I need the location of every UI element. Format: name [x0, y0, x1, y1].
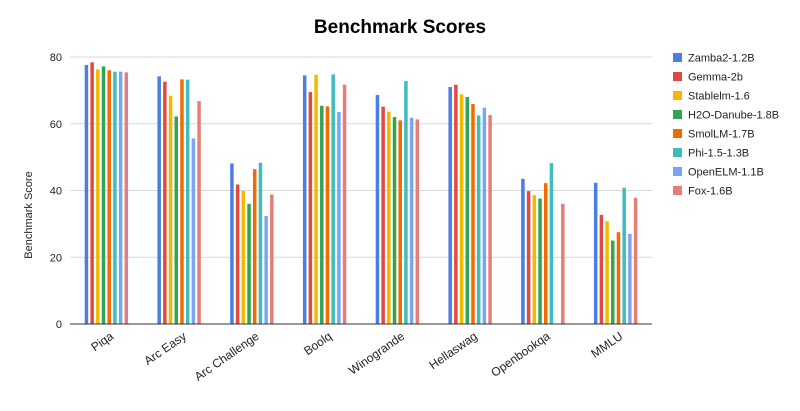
- bar: [611, 240, 615, 324]
- bar: [404, 81, 408, 324]
- legend-label: Zamba2-1.2B: [688, 53, 755, 65]
- bar: [526, 191, 531, 324]
- bar: [488, 115, 492, 324]
- bar: [465, 97, 470, 324]
- legend-label: SmolLM-1.7B: [688, 129, 755, 141]
- bar: [90, 62, 94, 325]
- bar: [628, 233, 632, 324]
- y-tick-label: 20: [50, 252, 62, 264]
- legend-swatch: [673, 72, 682, 81]
- bar: [633, 197, 638, 324]
- bar: [482, 107, 487, 324]
- bar: [191, 138, 196, 324]
- bar: [230, 163, 234, 324]
- legend-label: Gemma-2b: [688, 72, 743, 84]
- legend-swatch: [673, 148, 682, 157]
- bar: [561, 203, 565, 324]
- bar: [342, 84, 347, 324]
- x-tick-label: Openbookqa: [488, 329, 553, 380]
- bar: [101, 66, 106, 324]
- chart-title: Benchmark Scores: [314, 17, 486, 38]
- legend-label: Phi-1.5-1.3B: [688, 148, 749, 160]
- legend-swatch: [673, 91, 682, 100]
- bar: [308, 92, 313, 324]
- legend-label: Fox-1.6B: [688, 186, 733, 198]
- bar: [381, 106, 385, 324]
- bar: [605, 221, 609, 324]
- bar: [252, 169, 257, 324]
- legend-label: H2O-Danube-1.8B: [688, 110, 779, 122]
- legend-swatch: [673, 53, 682, 62]
- bar: [549, 163, 554, 324]
- legend-swatch: [673, 186, 682, 195]
- legend-label: Stablelm-1.6: [688, 91, 750, 103]
- x-tick-label: MMLU: [588, 329, 625, 361]
- y-tick-label: 40: [50, 186, 62, 198]
- bar: [241, 190, 246, 324]
- bar: [471, 104, 475, 324]
- bar: [398, 120, 402, 324]
- bars: [84, 62, 638, 325]
- x-tick-label: Boolq: [301, 329, 334, 358]
- bar: [387, 111, 391, 324]
- bar: [302, 75, 307, 324]
- bar: [264, 215, 268, 324]
- bar: [124, 72, 129, 324]
- bar: [84, 65, 89, 324]
- bar: [337, 112, 341, 324]
- x-tick-label: Hellaswag: [426, 329, 479, 372]
- bar: [375, 95, 380, 324]
- bar: [157, 76, 161, 324]
- y-tick-label: 60: [50, 119, 62, 131]
- legend-swatch: [673, 110, 682, 119]
- x-tick-label: Piqa: [88, 329, 116, 354]
- bar: [454, 84, 458, 324]
- bar: [538, 198, 542, 324]
- bar: [247, 203, 251, 324]
- bar: [163, 81, 167, 324]
- bar: [174, 116, 179, 324]
- bar: [616, 232, 621, 324]
- bar: [258, 162, 263, 324]
- y-tick-label: 80: [50, 52, 62, 64]
- gridlines: [70, 56, 652, 258]
- bar: [168, 95, 173, 324]
- bar: [96, 69, 100, 324]
- bar: [118, 71, 123, 324]
- bar: [599, 214, 604, 324]
- legend-swatch: [673, 129, 682, 138]
- bar: [622, 187, 626, 324]
- bar: [197, 101, 201, 325]
- y-axis-label: Benchmark Score: [23, 171, 35, 258]
- x-tick-label: Arc Challenge: [192, 329, 262, 384]
- y-tick-label: 0: [56, 319, 62, 331]
- bar: [107, 70, 111, 324]
- bar: [392, 117, 397, 324]
- bar: [270, 194, 274, 324]
- legend-label: OpenELM-1.1B: [688, 167, 764, 179]
- bar: [331, 74, 335, 324]
- bar: [543, 183, 548, 324]
- bar: [235, 184, 240, 324]
- bar: [476, 115, 481, 324]
- bar: [185, 79, 190, 324]
- x-tick-label: Arc Easy: [141, 329, 188, 368]
- legend-swatch: [673, 167, 682, 176]
- bar: [448, 87, 452, 324]
- bar: [593, 182, 598, 324]
- bar: [415, 119, 420, 324]
- bar: [521, 178, 525, 324]
- bar: [532, 195, 537, 324]
- x-tick-label: Winogrande: [346, 329, 407, 378]
- bar: [113, 71, 117, 324]
- bar: [459, 94, 464, 324]
- bar: [325, 106, 330, 325]
- bar: [409, 117, 414, 325]
- bar: [314, 74, 318, 324]
- bar: [180, 79, 184, 324]
- bar: [320, 105, 324, 324]
- legend: Zamba2-1.2B Gemma-2b Stablelm-1.6 H2O-Danub…: [673, 53, 779, 198]
